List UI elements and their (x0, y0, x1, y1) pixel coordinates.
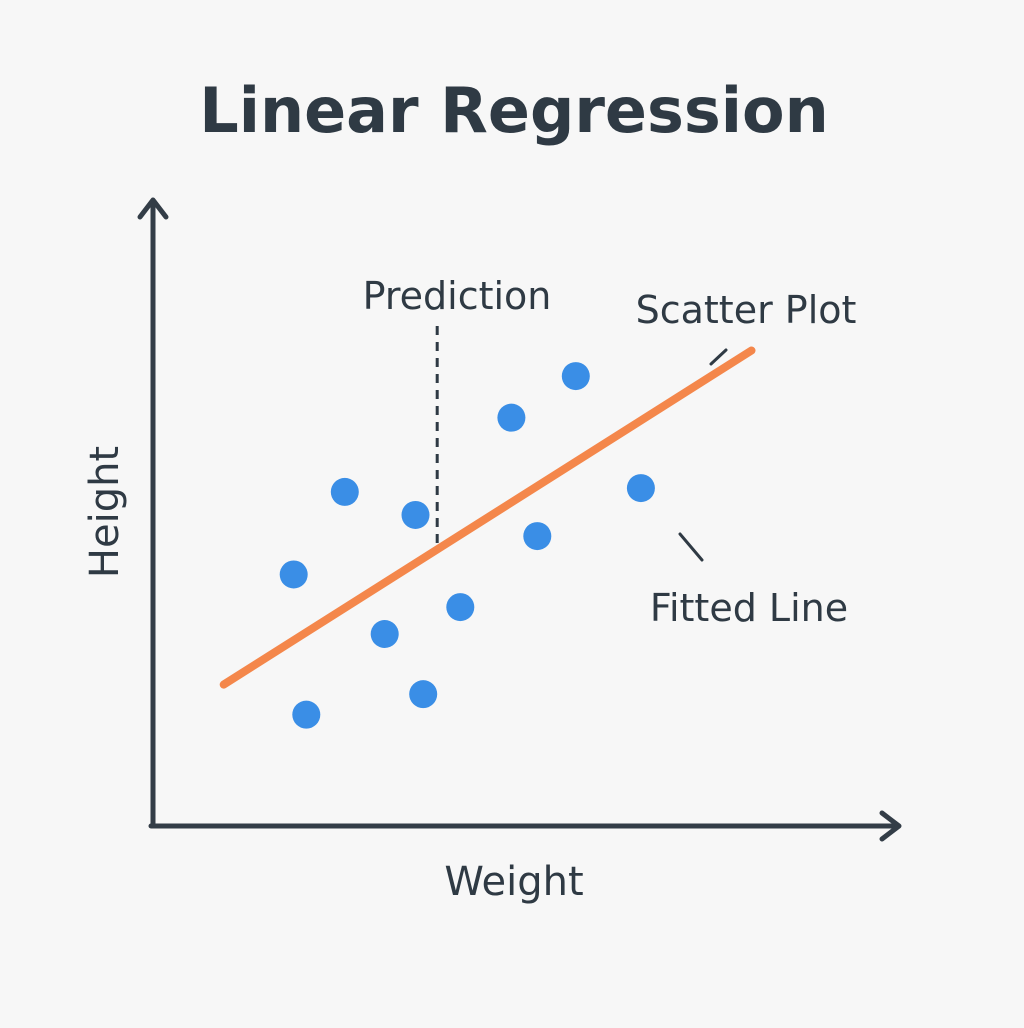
scatter-point-9 (523, 522, 552, 551)
axes (137, 197, 902, 842)
chart-title: Linear Regression (199, 74, 829, 147)
scatter-point-6 (409, 680, 438, 709)
y-axis-arrow-icon (137, 197, 169, 220)
scatter-point-2 (292, 700, 321, 729)
fitted-line-callout-line (678, 532, 704, 562)
scatter-point-3 (330, 477, 359, 506)
prediction-annotation: Prediction (363, 274, 552, 318)
scatter-plot-callout-line (709, 348, 728, 366)
scatter-points (279, 362, 655, 729)
fitted-line-annotation: Fitted Line (650, 586, 848, 630)
y-axis-label: Height (82, 446, 128, 578)
scatter-plot-annotation: Scatter Plot (636, 288, 857, 332)
x-axis-arrow-icon (879, 810, 902, 842)
scatter-point-1 (279, 560, 308, 589)
scatter-point-5 (401, 500, 430, 529)
fitted-regression-line (219, 346, 756, 689)
x-axis-label: Weight (444, 859, 583, 905)
scatter-point-4 (370, 620, 399, 648)
scatter-point-8 (497, 403, 526, 432)
scatter-point-11 (626, 474, 655, 503)
scatter-point-10 (561, 362, 590, 391)
scatter-point-7 (446, 593, 475, 622)
